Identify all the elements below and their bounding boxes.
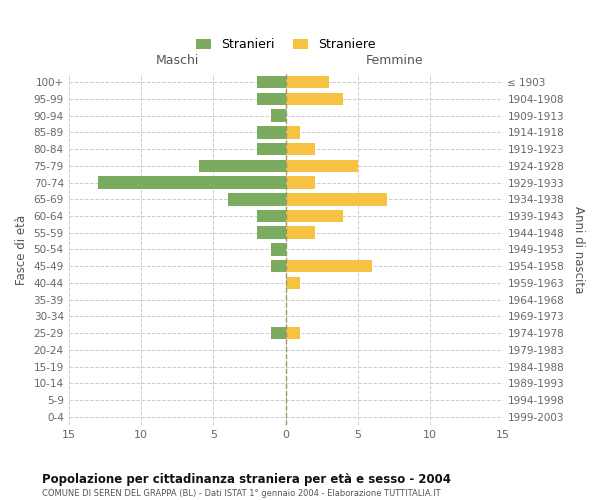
Bar: [286, 76, 329, 88]
Bar: [257, 76, 286, 88]
Bar: [286, 176, 314, 189]
Bar: [271, 327, 286, 340]
Bar: [286, 260, 373, 272]
Bar: [257, 226, 286, 239]
Bar: [286, 92, 343, 105]
Bar: [257, 143, 286, 156]
Text: Popolazione per cittadinanza straniera per età e sesso - 2004: Popolazione per cittadinanza straniera p…: [42, 472, 451, 486]
Bar: [286, 160, 358, 172]
Y-axis label: Anni di nascita: Anni di nascita: [572, 206, 585, 293]
Text: COMUNE DI SEREN DEL GRAPPA (BL) - Dati ISTAT 1° gennaio 2004 - Elaborazione TUTT: COMUNE DI SEREN DEL GRAPPA (BL) - Dati I…: [42, 489, 440, 498]
Text: Femmine: Femmine: [365, 54, 423, 67]
Text: Maschi: Maschi: [155, 54, 199, 67]
Bar: [286, 327, 300, 340]
Bar: [286, 143, 314, 156]
Bar: [98, 176, 286, 189]
Y-axis label: Fasce di età: Fasce di età: [15, 214, 28, 284]
Legend: Stranieri, Straniere: Stranieri, Straniere: [192, 34, 379, 55]
Bar: [286, 276, 300, 289]
Bar: [286, 210, 343, 222]
Bar: [257, 92, 286, 105]
Bar: [257, 210, 286, 222]
Bar: [271, 110, 286, 122]
Bar: [199, 160, 286, 172]
Bar: [271, 243, 286, 256]
Bar: [228, 193, 286, 205]
Bar: [286, 226, 314, 239]
Bar: [286, 126, 300, 138]
Bar: [286, 193, 387, 205]
Bar: [271, 260, 286, 272]
Bar: [257, 126, 286, 138]
